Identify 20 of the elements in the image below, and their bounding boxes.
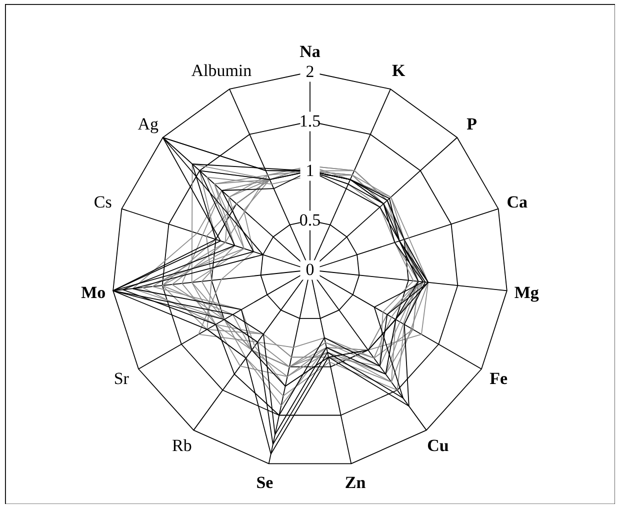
y-tick-label: 1 bbox=[306, 161, 314, 180]
spoke-label: Sr bbox=[114, 368, 130, 388]
spoke-label: Cs bbox=[94, 192, 112, 212]
spoke-label: Albumin bbox=[191, 61, 252, 80]
spoke-label: K bbox=[392, 61, 406, 80]
spoke-label: Ca bbox=[506, 192, 528, 212]
y-tick-label: 1.5 bbox=[299, 112, 321, 130]
spoke-label: Mg bbox=[514, 282, 540, 302]
y-tick-label: 0.5 bbox=[299, 210, 321, 230]
spoke-label: Mo bbox=[81, 282, 106, 302]
spoke-label: Ag bbox=[138, 114, 160, 134]
spoke-label: P bbox=[466, 114, 478, 134]
spoke-label: Se bbox=[256, 473, 274, 492]
spoke-label: Rb bbox=[172, 436, 192, 456]
spoke-label: Cu bbox=[427, 436, 449, 456]
spoke-label: Zn bbox=[344, 473, 366, 492]
y-tick-label: 2 bbox=[306, 62, 314, 81]
y-tick-label: 0 bbox=[306, 260, 314, 279]
spoke-label: Fe bbox=[490, 368, 508, 388]
spoke-label: Na bbox=[300, 42, 321, 62]
